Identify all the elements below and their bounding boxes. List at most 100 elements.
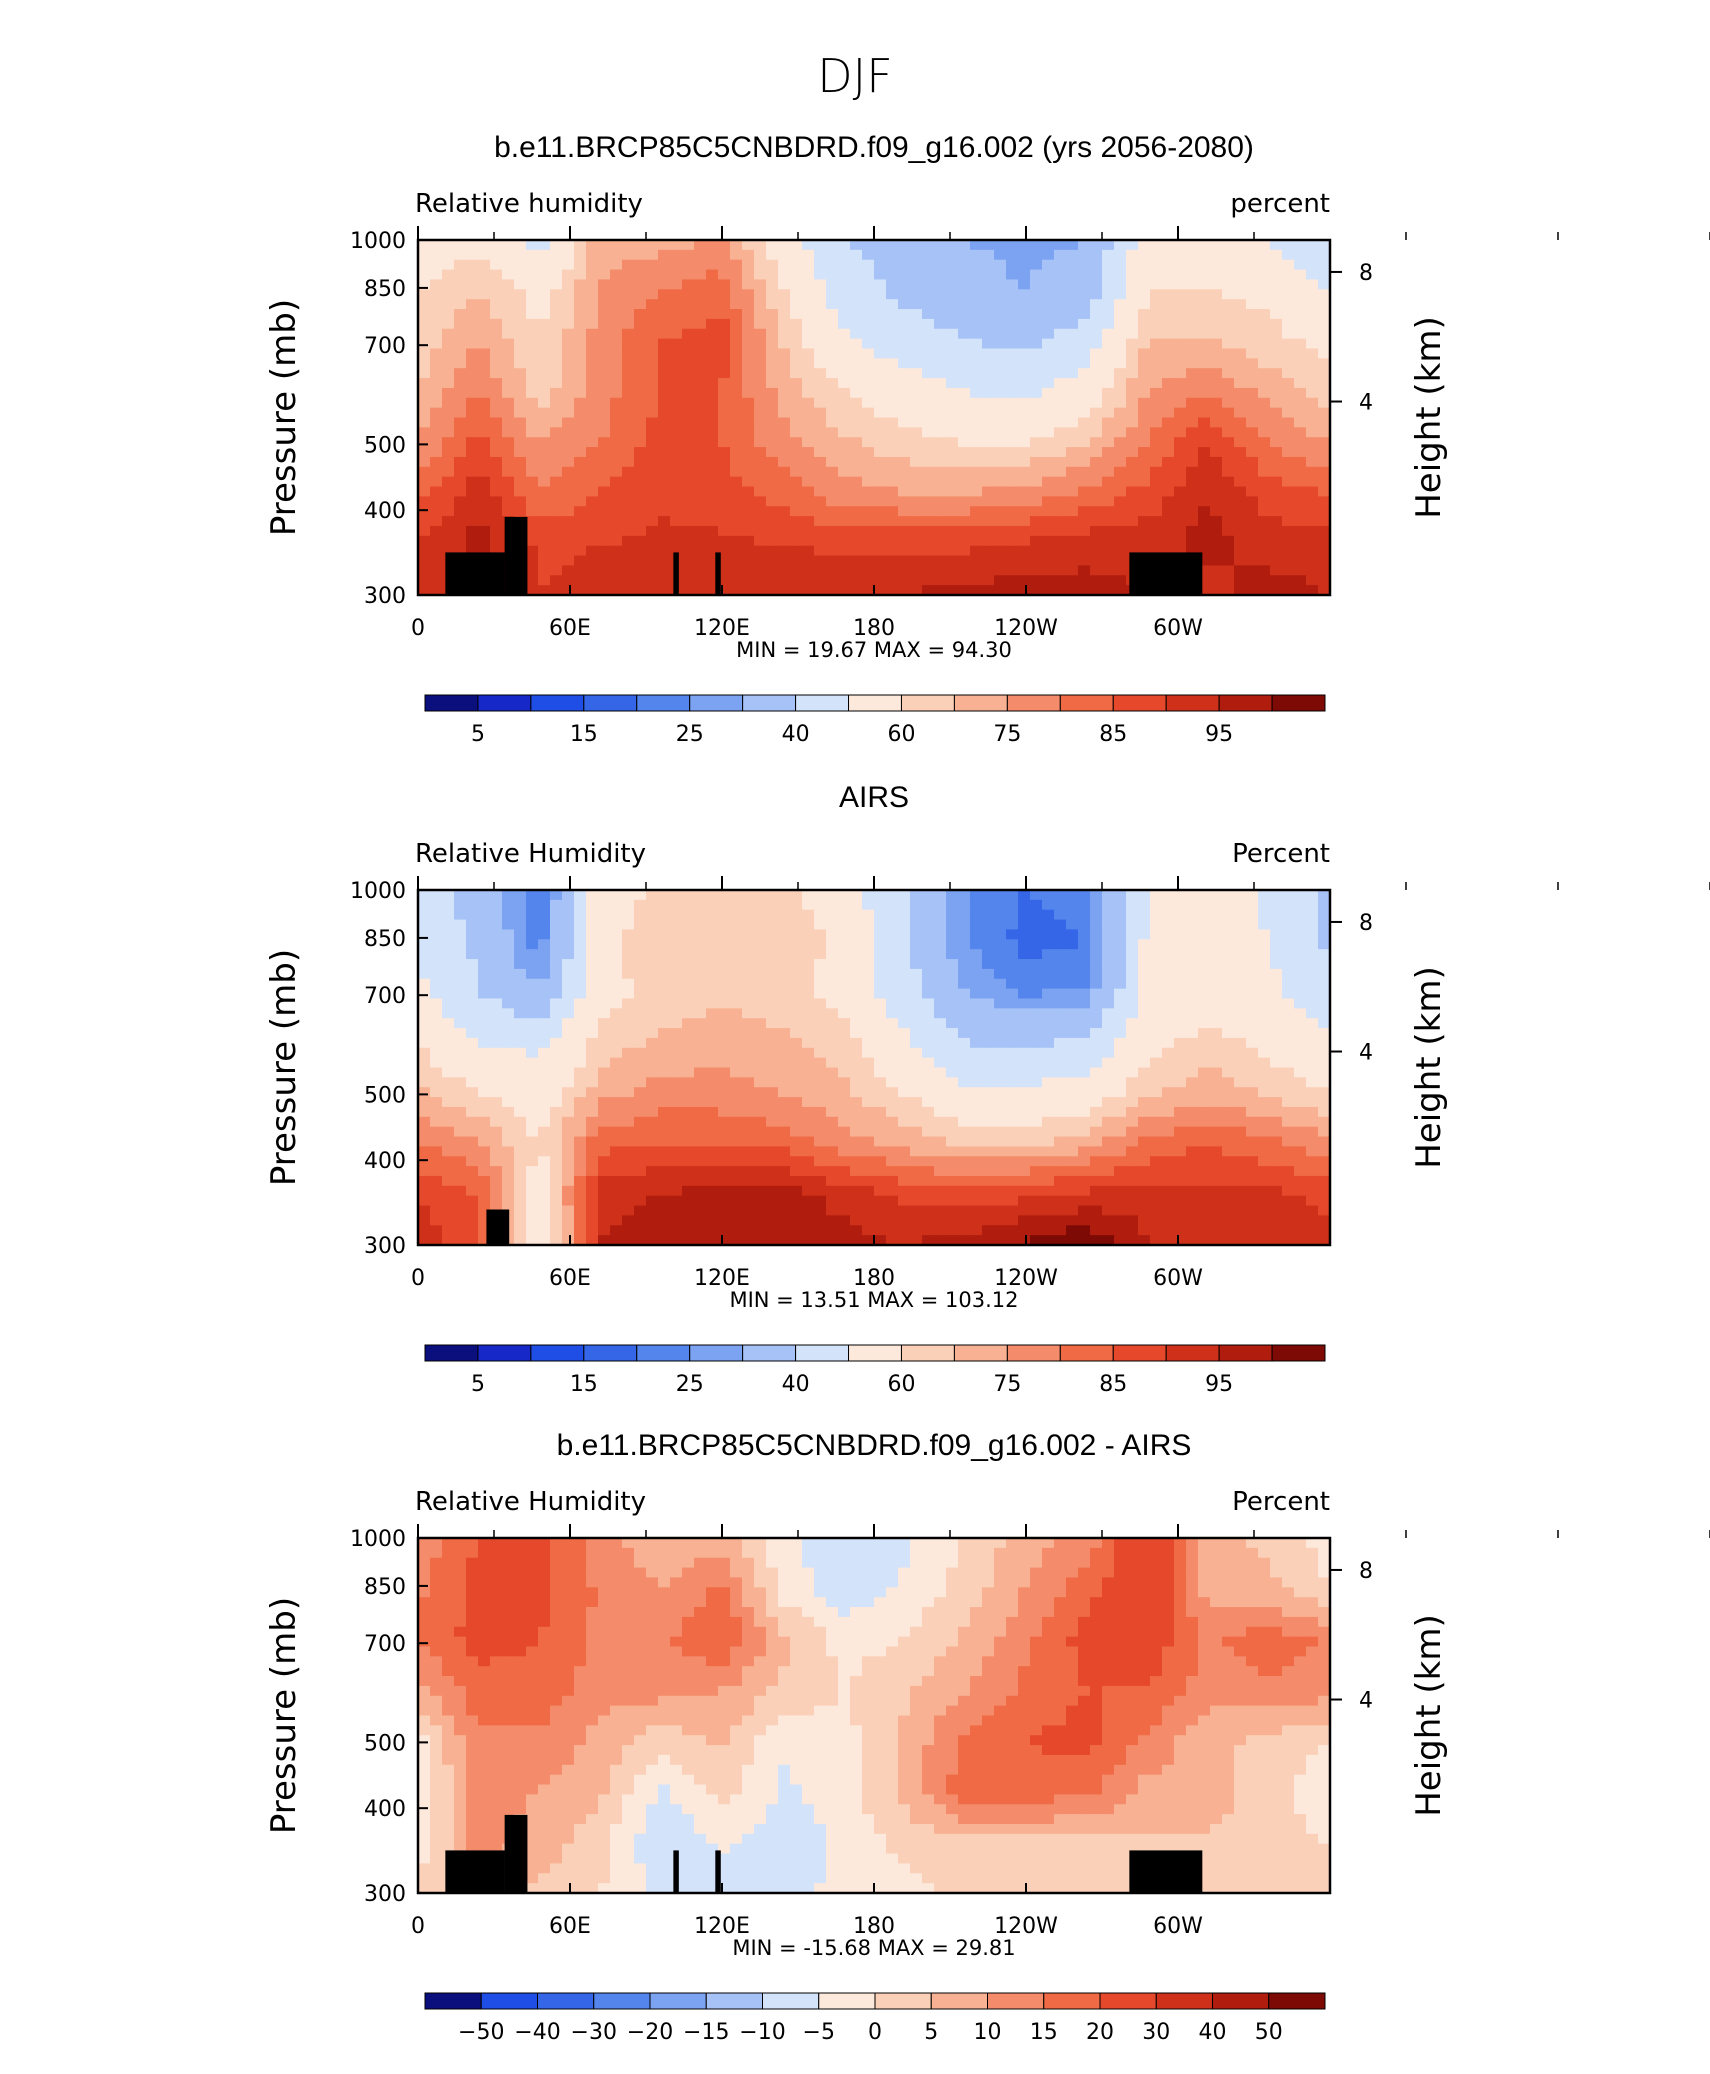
heatmap-cell xyxy=(1186,1156,1199,1167)
heatmap-cell xyxy=(1042,476,1055,488)
heatmap-cell xyxy=(862,909,875,921)
heatmap-cell xyxy=(790,525,803,537)
heatmap-cell xyxy=(1258,939,1271,950)
heatmap-cell xyxy=(550,328,563,340)
heatmap-cell xyxy=(958,1156,971,1167)
heatmap-cell xyxy=(1186,939,1199,950)
heatmap-cell xyxy=(778,1116,791,1128)
heatmap-cell xyxy=(766,585,779,596)
heatmap-cell xyxy=(778,486,791,497)
heatmap-cell xyxy=(946,358,959,369)
heatmap-cell xyxy=(622,397,635,409)
heatmap-cell xyxy=(694,269,707,281)
heatmap-cell xyxy=(1198,289,1211,300)
heatmap-cell xyxy=(694,1146,707,1157)
heatmap-cell xyxy=(442,259,455,271)
heatmap-cell xyxy=(1198,919,1211,931)
heatmap-cell xyxy=(1114,299,1127,310)
heatmap-cell xyxy=(574,506,587,517)
heatmap-cell xyxy=(502,1097,515,1108)
heatmap-cell xyxy=(610,988,623,1000)
heatmap-cell xyxy=(562,909,575,921)
heatmap-cell xyxy=(1042,338,1055,350)
heatmap-cell xyxy=(1222,968,1235,980)
heatmap-cell xyxy=(514,978,527,990)
heatmap-cell xyxy=(1006,407,1019,419)
heatmap-cell xyxy=(874,1067,887,1078)
heatmap-cell xyxy=(1186,506,1199,517)
heatmap-cell xyxy=(562,1136,575,1147)
heatmap-cell xyxy=(766,525,779,537)
heatmap-cell xyxy=(1078,289,1091,300)
heatmap-cell xyxy=(826,289,839,300)
heatmap-cell xyxy=(766,348,779,359)
heatmap-cell xyxy=(550,318,563,330)
heatmap-cell xyxy=(478,338,491,350)
heatmap-cell xyxy=(1306,259,1319,271)
heatmap-cell xyxy=(754,299,767,310)
heatmap-cell xyxy=(682,1106,695,1118)
heatmap-cell xyxy=(430,1067,443,1078)
heatmap-cell xyxy=(574,585,587,596)
heatmap-cell xyxy=(742,358,755,369)
heatmap-cell xyxy=(1294,299,1307,310)
heatmap-cell xyxy=(1246,1018,1259,1029)
heatmap-cell xyxy=(1234,456,1247,468)
heatmap-cell xyxy=(1246,417,1259,428)
heatmap-cell xyxy=(490,447,503,458)
heatmap-cell xyxy=(886,1087,899,1098)
heatmap-cell xyxy=(1294,397,1307,409)
heatmap-cell xyxy=(466,387,479,399)
heatmap-cell xyxy=(658,1047,671,1059)
heatmap-cell xyxy=(1018,456,1031,468)
heatmap-cell xyxy=(802,1146,815,1157)
heatmap-cell xyxy=(742,318,755,330)
heatmap-cell xyxy=(442,899,455,911)
heatmap-cell xyxy=(814,496,827,507)
heatmap-cell xyxy=(1090,1156,1103,1167)
heatmap-cell xyxy=(682,279,695,290)
heatmap-cell xyxy=(1030,585,1043,596)
heatmap-cell xyxy=(1018,1146,1031,1157)
heatmap-cell xyxy=(1270,919,1283,931)
heatmap-cell xyxy=(706,378,719,389)
heatmap-cell xyxy=(1186,1087,1199,1098)
heatmap-cell xyxy=(874,535,887,547)
heatmap-cell xyxy=(502,1106,515,1118)
heatmap-cell xyxy=(1090,1087,1103,1098)
heatmap-cell xyxy=(874,378,887,389)
heatmap-cell xyxy=(1066,1156,1079,1167)
heatmap-cell xyxy=(430,328,443,340)
heatmap-cell xyxy=(562,1028,575,1039)
heatmap-cell xyxy=(418,516,431,527)
heatmap-cell xyxy=(1102,1047,1115,1059)
heatmap-cell xyxy=(1042,890,1055,901)
heatmap-cell xyxy=(850,309,863,320)
heatmap-cell xyxy=(1054,476,1067,488)
heatmap-cell xyxy=(1102,318,1115,330)
heatmap-cell xyxy=(670,988,683,1000)
heatmap-cell xyxy=(550,279,563,290)
heatmap-cell xyxy=(1018,407,1031,419)
heatmap-cell xyxy=(442,447,455,458)
heatmap-cell xyxy=(850,1126,863,1138)
heatmap-cell xyxy=(682,998,695,1009)
heatmap-cell xyxy=(730,998,743,1009)
heatmap-cell xyxy=(1210,417,1223,428)
heatmap-cell xyxy=(1294,328,1307,340)
heatmap-cell xyxy=(562,269,575,281)
heatmap-cell xyxy=(910,1126,923,1138)
heatmap-cell xyxy=(550,516,563,527)
heatmap-cell xyxy=(826,1077,839,1088)
heatmap-cell xyxy=(1294,909,1307,921)
heatmap-cell xyxy=(730,1097,743,1108)
heatmap-cell xyxy=(1210,525,1223,537)
heatmap-cell xyxy=(1186,1067,1199,1078)
heatmap-cell xyxy=(1090,1136,1103,1147)
heatmap-cell xyxy=(1222,1077,1235,1088)
heatmap-cell xyxy=(1234,1087,1247,1098)
heatmap-cell xyxy=(550,1116,563,1128)
heatmap-cell xyxy=(550,929,563,940)
heatmap-cell xyxy=(1174,299,1187,310)
heatmap-cell xyxy=(1198,890,1211,901)
